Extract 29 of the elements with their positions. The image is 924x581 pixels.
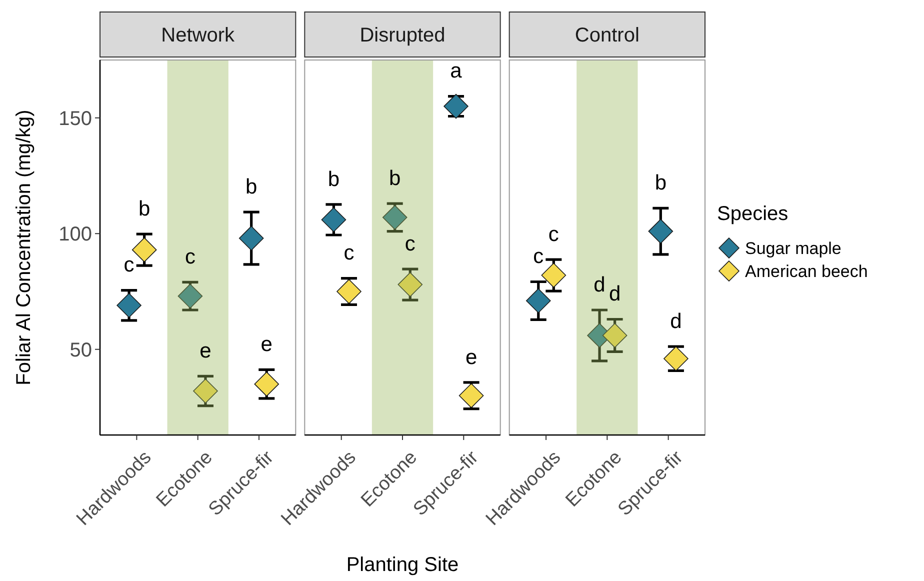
y-tick-label: 150 — [58, 108, 92, 130]
annotation: c — [344, 242, 354, 265]
y-axis-title: Foliar Al Concentration (mg/kg) — [13, 110, 35, 386]
annotation: e — [465, 346, 478, 369]
annotation: a — [450, 60, 462, 83]
annotation: b — [654, 172, 667, 194]
annotation: b — [389, 166, 401, 190]
chart-title: Network — [161, 24, 236, 46]
legend-title: Species — [717, 203, 788, 225]
y-tick-label: 50 — [70, 339, 92, 362]
legend-label: Sugar maple — [745, 238, 842, 258]
annotation: d — [594, 273, 606, 296]
annotation: d — [608, 282, 621, 306]
x-axis-title: Planting Site — [346, 554, 459, 576]
chart-title: Control — [574, 24, 640, 46]
annotation: c — [404, 232, 416, 256]
annotation: c — [124, 254, 134, 277]
annotation: b — [245, 175, 258, 198]
annotation: c — [548, 222, 559, 246]
annotation: c — [184, 246, 196, 269]
legend-label: American beech — [745, 262, 868, 281]
annotation: b — [138, 197, 150, 220]
annotation: e — [260, 333, 272, 356]
annotation: b — [328, 168, 340, 191]
y-tick-label: 100 — [58, 224, 92, 246]
annotation: e — [200, 340, 212, 363]
chart-title: Disrupted — [360, 24, 446, 46]
annotation: d — [670, 310, 682, 333]
annotation: c — [533, 245, 544, 268]
